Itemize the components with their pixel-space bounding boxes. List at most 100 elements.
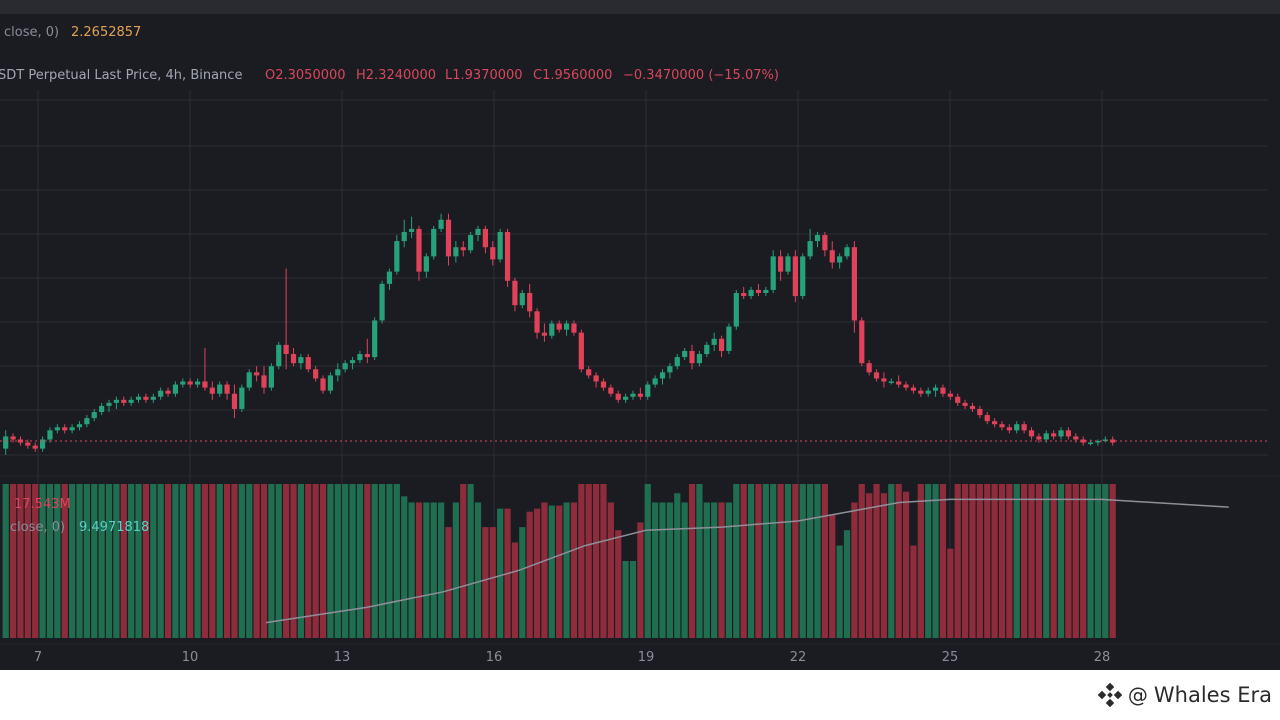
candle xyxy=(327,372,334,394)
candle xyxy=(955,393,961,406)
candle xyxy=(239,384,245,413)
candle xyxy=(652,375,658,388)
candle xyxy=(873,369,880,382)
candle xyxy=(630,390,636,400)
candle xyxy=(47,427,53,443)
candle xyxy=(932,384,939,397)
candle xyxy=(667,363,673,379)
volume-bar xyxy=(430,502,437,638)
candle xyxy=(600,378,607,391)
volume-bar xyxy=(962,484,969,638)
candle xyxy=(785,253,791,275)
candle xyxy=(202,347,208,391)
candle xyxy=(741,286,747,300)
candle-body xyxy=(1043,433,1049,440)
candle xyxy=(1028,427,1035,440)
volume-bar xyxy=(2,484,9,638)
candle xyxy=(925,387,931,397)
candle xyxy=(969,402,976,413)
candle xyxy=(615,390,621,403)
candle xyxy=(1043,430,1049,443)
candle xyxy=(888,378,894,385)
volume-bar xyxy=(246,484,253,638)
candle xyxy=(254,366,260,382)
candle-body xyxy=(47,430,53,440)
candle xyxy=(482,225,488,254)
candle-body xyxy=(158,390,164,397)
candle xyxy=(32,442,38,452)
candle-body xyxy=(482,228,488,248)
candle-body xyxy=(910,387,917,391)
volume-bar xyxy=(910,545,917,638)
candle-body xyxy=(755,289,762,293)
candle-body xyxy=(711,338,717,345)
volume-bar xyxy=(312,484,319,638)
volume-bar xyxy=(349,484,356,638)
volume-bar xyxy=(1013,484,1020,638)
candle-body xyxy=(549,323,555,336)
volume-bar xyxy=(991,484,998,638)
candle xyxy=(881,372,887,388)
candle-body xyxy=(1073,436,1079,440)
candle xyxy=(113,396,119,409)
volume-bar xyxy=(519,527,526,638)
candle-body xyxy=(416,228,422,272)
candle-body xyxy=(822,235,828,251)
volume-bar xyxy=(24,484,31,638)
volume-bar xyxy=(740,484,747,638)
volume-bar xyxy=(770,484,777,638)
candle xyxy=(231,384,238,419)
candle xyxy=(357,350,363,364)
candle-body xyxy=(1021,424,1027,431)
candle xyxy=(3,430,9,455)
candle xyxy=(623,393,629,403)
candle xyxy=(91,408,97,422)
volume-bar xyxy=(275,484,282,638)
volume-bar xyxy=(201,484,209,638)
candle xyxy=(814,231,821,248)
candle-body xyxy=(674,357,680,367)
volume-bar xyxy=(172,484,179,638)
candle xyxy=(54,424,60,434)
x-tick-label: 7 xyxy=(34,650,42,665)
watermark-bar xyxy=(0,670,1280,720)
candle-body xyxy=(386,271,393,284)
candle-body xyxy=(1014,424,1020,431)
candle-body xyxy=(490,247,496,260)
candle xyxy=(453,241,459,263)
volume-value: 17.543M xyxy=(14,497,71,512)
candle xyxy=(696,350,703,367)
volume-bar xyxy=(526,511,533,638)
candle xyxy=(187,378,193,388)
candle xyxy=(320,375,326,394)
candle xyxy=(194,378,201,388)
volume-ma-value: 9.4971818 xyxy=(79,520,149,535)
candle-body xyxy=(873,372,880,379)
candle xyxy=(460,241,466,257)
candle xyxy=(608,384,614,397)
candle xyxy=(1095,439,1101,446)
candle-body xyxy=(896,381,902,385)
volume-bar xyxy=(659,502,666,638)
indicator-value: 2.2652857 xyxy=(71,25,141,40)
chart-canvas[interactable]: 7 10 13 16 19 22 25 28 close, 0) 2.2652857 SDT … xyxy=(0,0,1280,670)
candle-body xyxy=(3,436,9,449)
volume-bar xyxy=(460,484,467,638)
candle xyxy=(165,387,171,397)
volume-bar xyxy=(688,484,696,638)
volume-bar xyxy=(69,484,76,638)
candle-body xyxy=(135,396,142,400)
volume-bar xyxy=(76,484,83,638)
watermark: @ Whales Era xyxy=(1097,680,1272,710)
candle-body xyxy=(962,402,968,406)
candle xyxy=(822,231,828,257)
candle-body xyxy=(39,439,46,449)
candle xyxy=(704,341,710,358)
volume-bar xyxy=(319,484,327,638)
candle xyxy=(800,253,806,300)
candle-body xyxy=(1080,439,1086,443)
volume-bar xyxy=(1072,484,1079,638)
candle-body xyxy=(283,344,289,355)
candle xyxy=(62,424,68,434)
volume-bar xyxy=(1028,484,1035,638)
